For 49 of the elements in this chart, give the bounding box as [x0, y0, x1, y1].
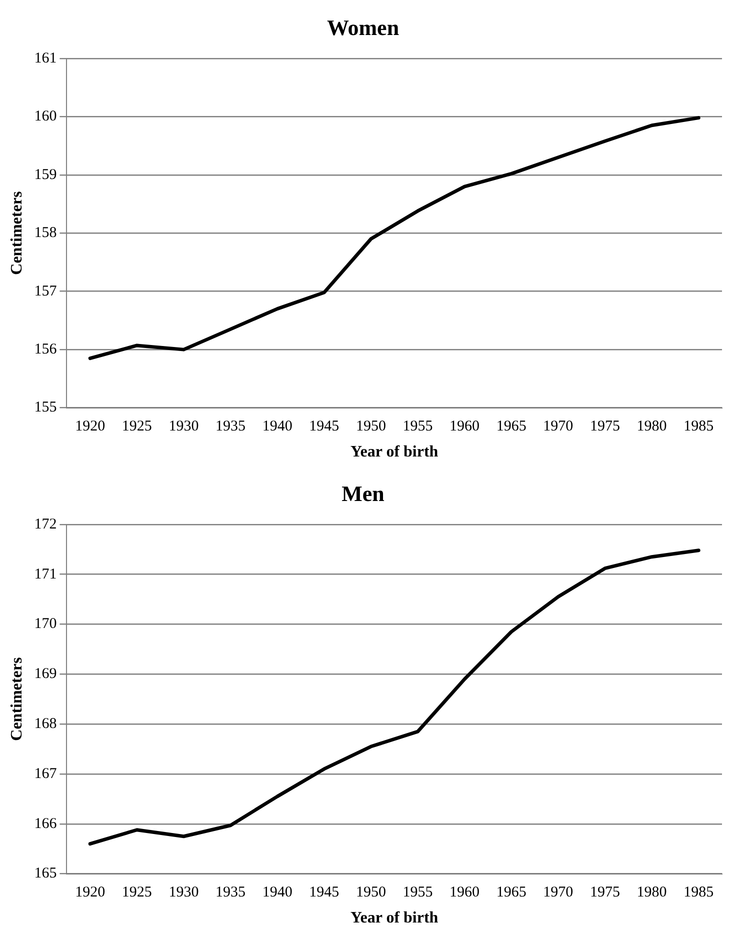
x-tick-label: 1940	[262, 884, 292, 901]
x-tick-label: 1960	[450, 418, 480, 435]
chart-title: Women	[326, 14, 400, 40]
x-tick-label: 1980	[636, 884, 667, 901]
x-tick-label: 1950	[356, 884, 386, 901]
x-tick-label: 1945	[309, 884, 340, 901]
x-tick-label: 1975	[590, 884, 620, 901]
x-tick-label: 1955	[402, 418, 433, 435]
x-tick-label: 1985	[684, 418, 714, 435]
y-axis-title: Centimeters	[8, 191, 26, 275]
x-tick-label: 1970	[543, 418, 574, 435]
y-axis-title: Centimeters	[8, 657, 26, 741]
x-tick-label: 1935	[216, 418, 246, 435]
y-tick-label: 166	[34, 816, 58, 832]
x-tick-label: 1920	[75, 418, 106, 435]
x-tick-label: 1930	[168, 418, 199, 435]
x-tick-label: 1975	[590, 418, 620, 435]
y-tick-label: 155	[34, 400, 57, 416]
y-tick-label: 160	[34, 108, 57, 125]
x-tick-label: 1965	[496, 418, 526, 435]
x-tick-label: 1965	[496, 884, 526, 901]
y-tick-label: 167	[34, 766, 58, 782]
x-tick-label: 1955	[402, 884, 433, 901]
x-tick-label: 1940	[262, 418, 292, 435]
y-tick-label: 165	[34, 866, 57, 882]
y-tick-label: 156	[34, 342, 58, 358]
y-tick-label: 158	[34, 225, 57, 242]
x-tick-label: 1980	[636, 418, 667, 435]
x-tick-label: 1920	[75, 884, 106, 901]
y-tick-label: 168	[34, 716, 57, 732]
x-axis-title: Year of birth	[350, 910, 438, 927]
x-tick-label: 1985	[684, 884, 714, 901]
y-tick-label: 157	[34, 283, 58, 300]
x-axis-title: Year of birth	[350, 444, 438, 461]
x-tick-label: 1935	[216, 884, 246, 901]
x-tick-label: 1950	[356, 418, 386, 435]
y-tick-label: 161	[34, 50, 57, 66]
y-tick-label: 169	[34, 666, 57, 682]
x-tick-label: 1970	[543, 884, 574, 901]
x-tick-label: 1925	[122, 418, 152, 435]
y-tick-label: 170	[34, 616, 57, 632]
x-tick-label: 1925	[122, 884, 152, 901]
chart-title: Men	[342, 480, 384, 506]
x-tick-label: 1960	[450, 884, 480, 901]
y-tick-label: 172	[34, 516, 57, 532]
x-tick-label: 1930	[168, 884, 199, 901]
x-tick-label: 1945	[309, 418, 340, 435]
y-tick-label: 171	[34, 566, 57, 582]
y-tick-label: 159	[34, 166, 57, 183]
